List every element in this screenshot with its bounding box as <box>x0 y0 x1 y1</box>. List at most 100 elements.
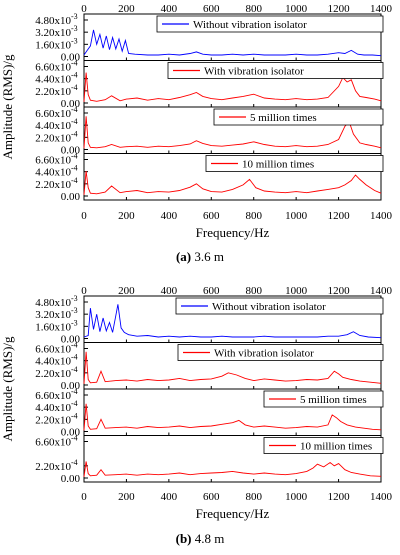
legend-label: 5 million times <box>300 394 367 406</box>
legend-box <box>213 108 384 126</box>
caption-letter: (b) <box>176 531 192 546</box>
legend-box <box>263 390 384 408</box>
panel-frame <box>83 153 382 201</box>
panel-1-3: 6.60x10 -44.40x10 -42.20x10 -40.005 million… <box>35 105 384 157</box>
panel-frame <box>83 435 382 483</box>
y-tick-label: 4.80x10 <box>35 297 71 309</box>
y-tick-label: 4.40x10 <box>35 74 71 86</box>
caption-text: 4.8 m <box>192 531 225 546</box>
legend-label: Without vibration isolator <box>193 19 307 31</box>
x-tick-label-top: 1000 <box>285 285 308 297</box>
legend-label: Without vibration isolator <box>212 301 326 313</box>
legend-label: 10 million times <box>300 441 372 453</box>
y-tick-label: 2.20x10 <box>35 461 71 473</box>
y-tick-exponent: -4 <box>71 458 78 467</box>
y-tick-label: 0.00 <box>61 473 81 485</box>
figure-caption: (a) 3.6 m <box>176 249 224 264</box>
x-tick-label-top: 800 <box>245 3 262 15</box>
x-tick-label-top: 400 <box>161 3 178 15</box>
y-tick-exponent: -3 <box>71 294 78 303</box>
legend: 10 million times <box>205 155 384 172</box>
y-tick-exponent: -4 <box>71 399 78 408</box>
series-line <box>83 403 382 431</box>
y-tick-exponent: -4 <box>71 387 78 396</box>
y-tick-exponent: -3 <box>71 318 78 327</box>
series-line <box>83 116 382 149</box>
y-tick-label: 0.00 <box>61 427 81 439</box>
series-line <box>83 171 382 195</box>
y-tick-label: 0.00 <box>61 380 81 392</box>
y-tick-label: 0.00 <box>61 52 81 64</box>
x-tick-label: 400 <box>161 491 178 503</box>
y-tick-exponent: -3 <box>71 12 78 21</box>
x-tick-label: 800 <box>245 491 262 503</box>
y-tick-label: 3.20x10 <box>35 309 71 321</box>
x-tick-label: 1400 <box>370 210 393 222</box>
y-tick-label: 6.60x10 <box>35 108 71 120</box>
x-tick-label-top: 600 <box>203 285 220 297</box>
x-tick-label: 1400 <box>370 491 393 503</box>
x-tick-label: 800 <box>245 210 262 222</box>
legend-box <box>205 155 384 172</box>
x-tick-label: 0 <box>81 210 87 222</box>
x-tick-label-top: 200 <box>118 3 135 15</box>
series-line <box>83 351 382 384</box>
y-tick-label: 4.80x10 <box>35 15 71 27</box>
y-tick-label: 2.20x10 <box>35 414 71 426</box>
x-tick-label: 600 <box>203 491 220 503</box>
x-tick-label-top: 1400 <box>370 3 393 15</box>
legend: 10 million times <box>263 437 384 454</box>
x-tick-label: 1200 <box>328 491 351 503</box>
legend-label: With vibration isolator <box>214 348 314 360</box>
y-tick-label: 0.00 <box>61 145 81 157</box>
x-tick-label-top: 1000 <box>285 3 308 15</box>
x-tick-label: 0 <box>81 491 87 503</box>
series-line <box>83 304 382 339</box>
legend: Without vibration isolator <box>156 15 384 33</box>
y-tick-exponent: -4 <box>71 71 78 80</box>
y-tick-exponent: -4 <box>71 365 78 374</box>
legend-box <box>175 297 384 315</box>
panel-2-3: 6.60x10 -44.40x10 -42.20x10 -40.005 million… <box>35 387 384 439</box>
x-tick-label-top: 200 <box>118 285 135 297</box>
y-tick-exponent: -4 <box>71 129 78 138</box>
legend-box <box>263 437 384 454</box>
x-tick-label-top: 0 <box>81 285 87 297</box>
legend: With vibration isolator <box>177 344 384 361</box>
y-tick-exponent: -4 <box>71 59 78 68</box>
y-tick-label: 4.40x10 <box>35 356 71 368</box>
y-tick-label: 4.40x10 <box>35 402 71 414</box>
x-axis-title: Frequency/Hz <box>196 225 270 240</box>
legend: With vibration isolator <box>167 62 384 79</box>
y-tick-label: 4.40x10 <box>35 120 71 132</box>
y-tick-label: 6.60x10 <box>35 390 71 402</box>
caption-letter: (a) <box>176 249 191 264</box>
legend-box <box>167 62 384 79</box>
y-tick-label: 0.00 <box>61 191 81 203</box>
y-tick-exponent: -4 <box>71 341 78 350</box>
y-tick-label: 6.60x10 <box>35 437 71 449</box>
y-tick-exponent: -3 <box>71 306 78 315</box>
x-tick-label-top: 1400 <box>370 285 393 297</box>
x-tick-label: 600 <box>203 210 220 222</box>
x-axis-title: Frequency/Hz <box>196 506 270 521</box>
series-line <box>83 461 382 477</box>
x-tick-label: 400 <box>161 210 178 222</box>
x-tick-label-top: 800 <box>245 285 262 297</box>
x-tick-label: 1200 <box>328 210 351 222</box>
x-tick-label: 1000 <box>285 491 308 503</box>
x-tick-label: 200 <box>118 210 135 222</box>
y-tick-exponent: -4 <box>71 105 78 114</box>
legend-label: With vibration isolator <box>204 66 304 78</box>
y-tick-label: 6.60x10 <box>35 344 71 356</box>
legend: 5 million times <box>213 108 384 126</box>
